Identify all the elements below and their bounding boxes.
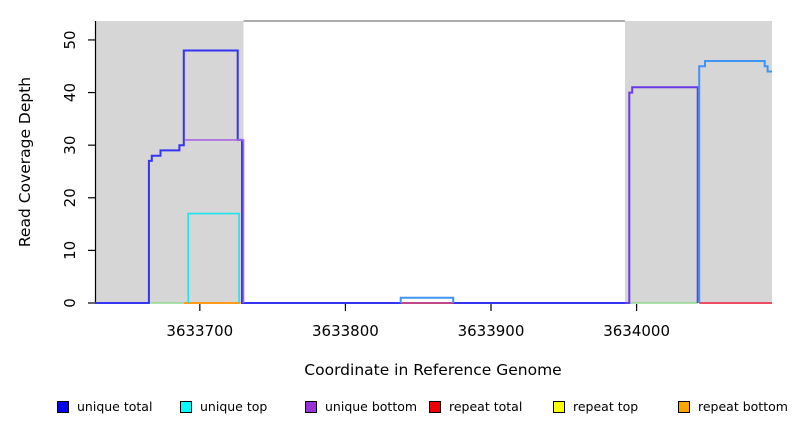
x-tick-label-3633700: 3633700 xyxy=(166,322,233,340)
legend-swatch-unique-bottom xyxy=(305,400,317,413)
legend-swatch-repeat-top xyxy=(553,400,565,413)
legend-label-unique-bottom: unique bottom xyxy=(325,399,418,414)
legend-swatch-repeat-bottom xyxy=(678,400,690,413)
legend-item-repeat-bottom: repeat bottom xyxy=(678,399,788,414)
x-tick-label-3633900: 3633900 xyxy=(458,322,525,340)
legend-item-unique-bottom: unique bottom xyxy=(305,399,417,414)
y-tick-label-10: 10 xyxy=(61,241,79,260)
legend-item-repeat-top: repeat top xyxy=(553,399,638,414)
series-unique-top-cyan-box xyxy=(187,212,240,303)
x-tick-label-3634000: 3634000 xyxy=(603,322,670,340)
legend-label-repeat-top: repeat top xyxy=(573,399,639,414)
y-tick-label-20: 20 xyxy=(61,188,79,207)
legend-swatch-repeat-total xyxy=(429,400,441,413)
legend-label-unique-total: unique total xyxy=(77,399,153,414)
legend-item-repeat-total: repeat total xyxy=(429,399,522,414)
x-tick-label-3633800: 3633800 xyxy=(312,322,379,340)
shaded-region-left xyxy=(95,21,244,303)
y-axis-label: Read Coverage Depth xyxy=(16,76,34,248)
legend: unique total unique top unique bottom repea… xyxy=(0,399,792,421)
legend-label-unique-top: unique top xyxy=(200,399,268,414)
y-tick-label-30: 30 xyxy=(61,136,79,155)
legend-label-repeat-bottom: repeat bottom xyxy=(698,399,788,414)
x-axis-label: Coordinate in Reference Genome xyxy=(304,361,562,379)
series-unique-bottom-purple-line xyxy=(185,139,245,303)
series-middle-bump-lightblue xyxy=(399,296,455,303)
y-tick-label-50: 50 xyxy=(61,30,79,49)
legend-item-unique-top: unique top xyxy=(180,399,267,414)
legend-item-unique-total: unique total xyxy=(57,399,152,414)
y-tick-label-40: 40 xyxy=(61,83,79,102)
legend-swatch-unique-total xyxy=(57,400,69,413)
series-right-top-lightblue-line xyxy=(698,60,772,303)
y-tick-label-0: 0 xyxy=(61,298,79,308)
legend-label-repeat-total: repeat total xyxy=(449,399,523,414)
series-right-box-blueviolet xyxy=(625,86,699,304)
legend-swatch-unique-top xyxy=(180,400,192,413)
